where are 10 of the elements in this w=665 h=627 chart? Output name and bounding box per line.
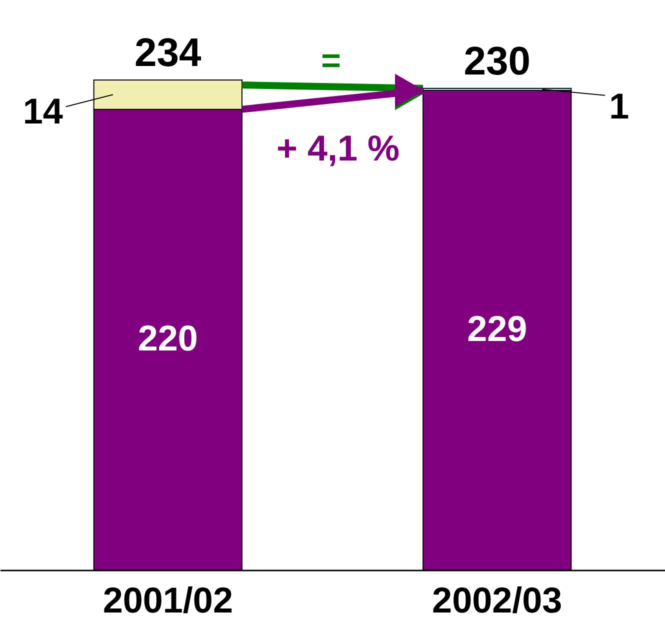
x-tick-label: 2001/02 xyxy=(102,580,233,620)
total-label: 234 xyxy=(134,31,202,75)
annotation: = xyxy=(321,42,341,80)
data-label: 229 xyxy=(467,308,528,350)
x-tick-label: 2002/03 xyxy=(432,580,562,620)
annotation: + 4,1 % xyxy=(276,127,400,168)
data-label: 1 xyxy=(609,85,630,126)
data-label: 220 xyxy=(138,318,198,359)
data-label: 14 xyxy=(22,90,63,132)
total-label: 230 xyxy=(464,39,530,84)
